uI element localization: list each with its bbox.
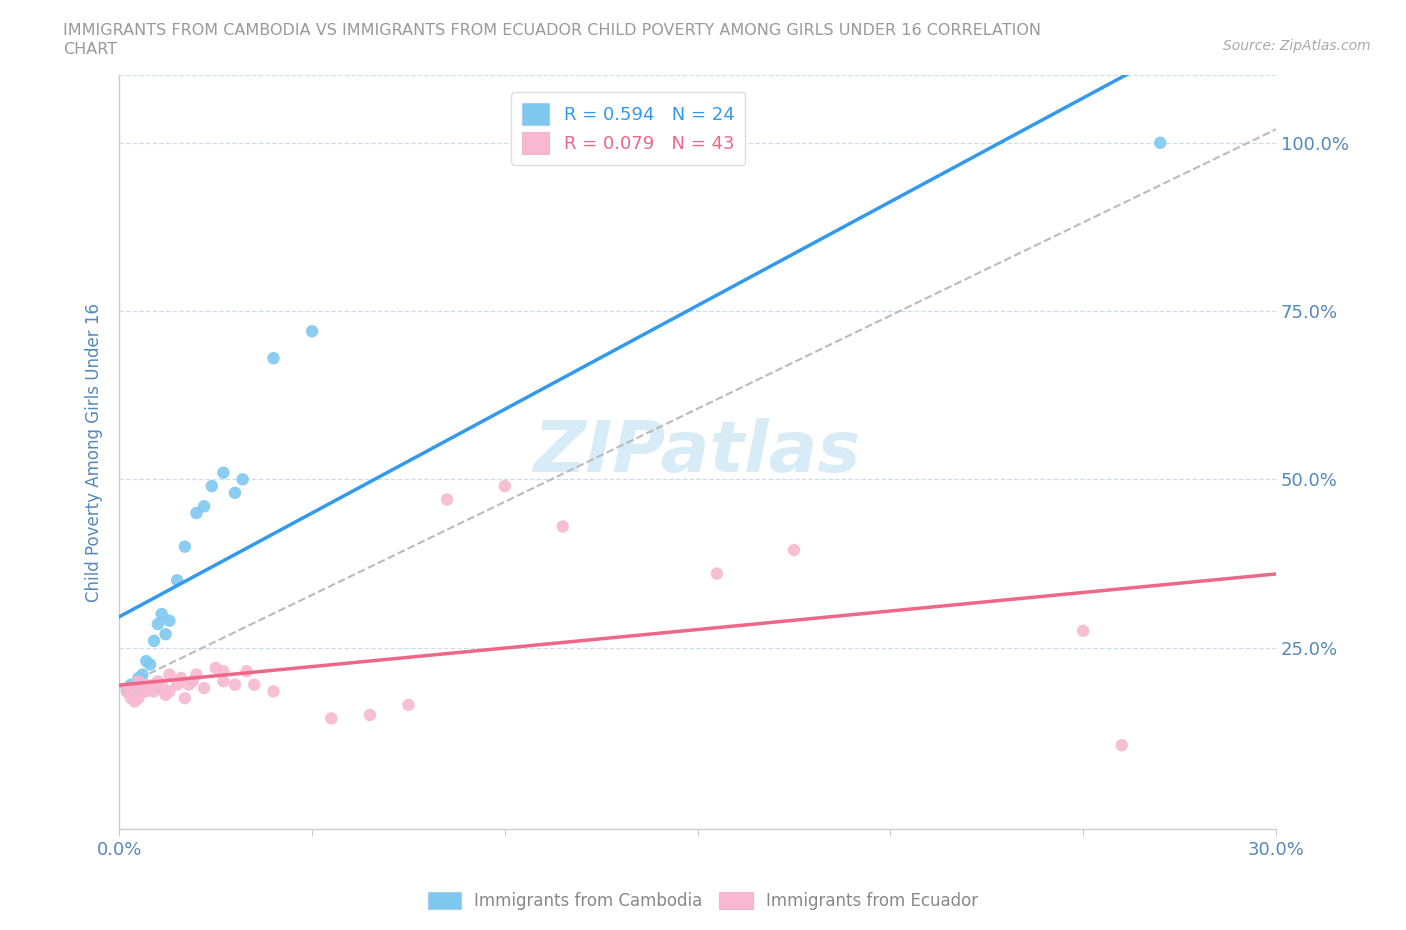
Point	[157, 684, 180, 698]
Point	[115, 684, 138, 698]
Point	[212, 674, 235, 689]
Point	[157, 613, 180, 628]
Point	[201, 479, 224, 494]
Point	[128, 674, 150, 689]
Point	[135, 677, 157, 692]
Text: IMMIGRANTS FROM CAMBODIA VS IMMIGRANTS FROM ECUADOR CHILD POVERTY AMONG GIRLS UN: IMMIGRANTS FROM CAMBODIA VS IMMIGRANTS F…	[63, 23, 1042, 38]
Point	[359, 708, 381, 723]
Point	[150, 606, 173, 621]
Point	[494, 479, 516, 494]
Point	[181, 674, 204, 689]
Point	[150, 677, 173, 692]
Point	[1111, 737, 1133, 752]
Point	[398, 698, 420, 712]
Point	[128, 691, 150, 706]
Legend: R = 0.594   N = 24, R = 0.079   N = 43: R = 0.594 N = 24, R = 0.079 N = 43	[512, 92, 745, 165]
Text: Source: ZipAtlas.com: Source: ZipAtlas.com	[1223, 39, 1371, 53]
Point	[301, 324, 323, 339]
Point	[120, 691, 142, 706]
Point	[131, 681, 153, 696]
Point	[436, 492, 458, 507]
Point	[224, 677, 246, 692]
Point	[131, 667, 153, 682]
Point	[321, 711, 343, 725]
Point	[131, 684, 153, 698]
Point	[173, 691, 195, 706]
Point	[783, 542, 806, 557]
Point	[155, 687, 177, 702]
Point	[124, 684, 146, 698]
Point	[232, 472, 254, 486]
Point	[128, 671, 150, 685]
Point	[143, 677, 166, 692]
Point	[146, 617, 169, 631]
Point	[1071, 623, 1094, 638]
Point	[143, 633, 166, 648]
Text: CHART: CHART	[63, 42, 117, 57]
Point	[135, 684, 157, 698]
Point	[193, 498, 215, 513]
Point	[186, 506, 208, 521]
Y-axis label: Child Poverty Among Girls Under 16: Child Poverty Among Girls Under 16	[86, 303, 103, 602]
Point	[204, 660, 226, 675]
Point	[135, 654, 157, 669]
Point	[124, 694, 146, 709]
Point	[1149, 136, 1171, 151]
Point	[120, 677, 142, 692]
Point	[139, 681, 162, 696]
Point	[155, 627, 177, 642]
Point	[146, 674, 169, 689]
Legend: Immigrants from Cambodia, Immigrants from Ecuador: Immigrants from Cambodia, Immigrants fro…	[422, 885, 984, 917]
Point	[143, 684, 166, 698]
Point	[186, 667, 208, 682]
Point	[157, 667, 180, 682]
Point	[212, 465, 235, 480]
Point	[224, 485, 246, 500]
Point	[551, 519, 574, 534]
Point	[706, 566, 728, 581]
Point	[177, 677, 200, 692]
Point	[139, 657, 162, 671]
Point	[146, 681, 169, 696]
Point	[115, 684, 138, 698]
Point	[128, 674, 150, 689]
Point	[243, 677, 266, 692]
Point	[263, 684, 285, 698]
Text: ZIPatlas: ZIPatlas	[534, 418, 862, 487]
Point	[120, 681, 142, 696]
Point	[193, 681, 215, 696]
Point	[235, 664, 257, 679]
Point	[170, 671, 193, 685]
Point	[166, 573, 188, 588]
Point	[173, 539, 195, 554]
Point	[212, 664, 235, 679]
Point	[166, 677, 188, 692]
Point	[263, 351, 285, 365]
